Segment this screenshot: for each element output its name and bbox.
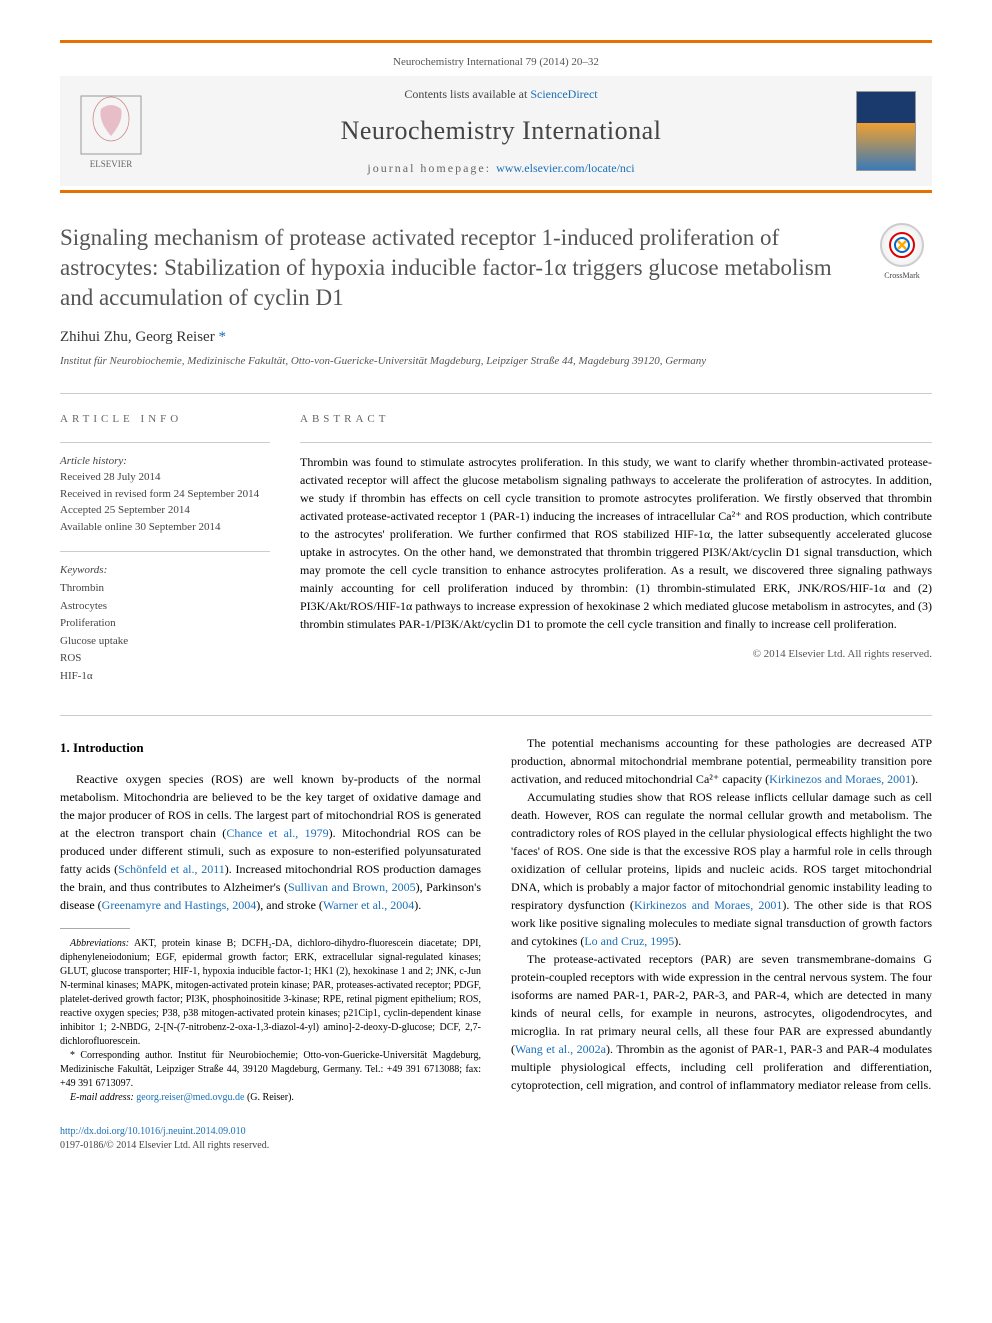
citation-link[interactable]: Warner et al., 2004 bbox=[323, 898, 414, 912]
journal-name: Neurochemistry International bbox=[146, 113, 856, 149]
contents-prefix: Contents lists available at bbox=[404, 87, 530, 101]
issn-line: 0197-0186/© 2014 Elsevier Ltd. All right… bbox=[60, 1140, 269, 1151]
elsevier-logo: ELSEVIER bbox=[76, 91, 146, 171]
paragraph: Accumulating studies show that ROS relea… bbox=[511, 788, 932, 950]
header-top-bar bbox=[60, 40, 932, 51]
email-footnote: E-mail address: georg.reiser@med.ovgu.de… bbox=[60, 1091, 481, 1105]
crossmark-label: CrossMark bbox=[884, 270, 920, 281]
divider bbox=[60, 393, 932, 394]
paragraph: Reactive oxygen species (ROS) are well k… bbox=[60, 770, 481, 914]
section-heading: 1. Introduction bbox=[60, 738, 481, 758]
history-label: Article history: bbox=[60, 455, 127, 467]
body-text: 1. Introduction Reactive oxygen species … bbox=[60, 734, 932, 1105]
abbreviations-footnote: Abbreviations: AKT, protein kinase B; DC… bbox=[60, 937, 481, 1049]
received-date: Received 28 July 2014 bbox=[60, 471, 161, 483]
footnote-separator bbox=[60, 928, 130, 929]
keyword: Glucose uptake bbox=[60, 635, 128, 647]
svg-text:ELSEVIER: ELSEVIER bbox=[90, 159, 133, 169]
online-date: Available online 30 September 2014 bbox=[60, 521, 220, 533]
doi-link[interactable]: http://dx.doi.org/10.1016/j.neuint.2014.… bbox=[60, 1126, 246, 1137]
doi-line: Neurochemistry International 79 (2014) 2… bbox=[60, 55, 932, 70]
paragraph: The protease-activated receptors (PAR) a… bbox=[511, 950, 932, 1094]
copyright-line: © 2014 Elsevier Ltd. All rights reserved… bbox=[300, 647, 932, 662]
keyword: Thrombin bbox=[60, 582, 104, 594]
accepted-date: Accepted 25 September 2014 bbox=[60, 504, 190, 516]
crossmark-badge[interactable]: CrossMark bbox=[872, 223, 932, 283]
corresponding-footnote: * Corresponding author. Institut für Neu… bbox=[60, 1049, 481, 1091]
homepage-prefix: journal homepage: bbox=[367, 161, 496, 175]
sciencedirect-link[interactable]: ScienceDirect bbox=[530, 87, 597, 101]
citation-link[interactable]: Lo and Cruz, 1995 bbox=[584, 934, 674, 948]
keyword: HIF-1α bbox=[60, 670, 93, 682]
author-names: Zhihui Zhu, Georg Reiser bbox=[60, 329, 215, 345]
affiliation: Institut für Neurobiochemie, Medizinisch… bbox=[60, 354, 932, 369]
corresponding-marker[interactable]: * bbox=[218, 329, 226, 345]
citation-link[interactable]: Kirkinezos and Moraes, 2001 bbox=[769, 772, 911, 786]
citation-link[interactable]: Schönfeld et al., 2011 bbox=[118, 862, 225, 876]
citation-link[interactable]: Greenamyre and Hastings, 2004 bbox=[102, 898, 257, 912]
article-history: Article history: Received 28 July 2014 R… bbox=[60, 442, 270, 536]
revised-date: Received in revised form 24 September 20… bbox=[60, 488, 259, 500]
paragraph: The potential mechanisms accounting for … bbox=[511, 734, 932, 788]
journal-header: ELSEVIER Contents lists available at Sci… bbox=[60, 76, 932, 186]
journal-cover-thumbnail bbox=[856, 91, 916, 171]
header-bottom-bar bbox=[60, 190, 932, 193]
article-title: Signaling mechanism of protease activate… bbox=[60, 223, 872, 313]
article-info-heading: ARTICLE INFO bbox=[60, 412, 270, 427]
page-footer: http://dx.doi.org/10.1016/j.neuint.2014.… bbox=[60, 1125, 932, 1153]
homepage-line: journal homepage: www.elsevier.com/locat… bbox=[146, 160, 856, 177]
citation-link[interactable]: Chance et al., 1979 bbox=[226, 826, 328, 840]
abstract-heading: ABSTRACT bbox=[300, 412, 932, 427]
homepage-link[interactable]: www.elsevier.com/locate/nci bbox=[496, 161, 635, 175]
citation-link[interactable]: Kirkinezos and Moraes, 2001 bbox=[634, 898, 782, 912]
keyword: Proliferation bbox=[60, 617, 116, 629]
authors: Zhihui Zhu, Georg Reiser * bbox=[60, 327, 932, 348]
abstract-text: Thrombin was found to stimulate astrocyt… bbox=[300, 442, 932, 633]
citation-link[interactable]: Wang et al., 2002a bbox=[515, 1042, 606, 1056]
keywords-label: Keywords: bbox=[60, 562, 270, 580]
keyword: Astrocytes bbox=[60, 600, 107, 612]
keyword: ROS bbox=[60, 652, 81, 664]
divider bbox=[60, 715, 932, 716]
citation-link[interactable]: Sullivan and Brown, 2005 bbox=[288, 880, 416, 894]
keywords-block: Keywords: Thrombin Astrocytes Proliferat… bbox=[60, 551, 270, 685]
email-link[interactable]: georg.reiser@med.ovgu.de bbox=[136, 1092, 244, 1103]
contents-line: Contents lists available at ScienceDirec… bbox=[146, 86, 856, 103]
